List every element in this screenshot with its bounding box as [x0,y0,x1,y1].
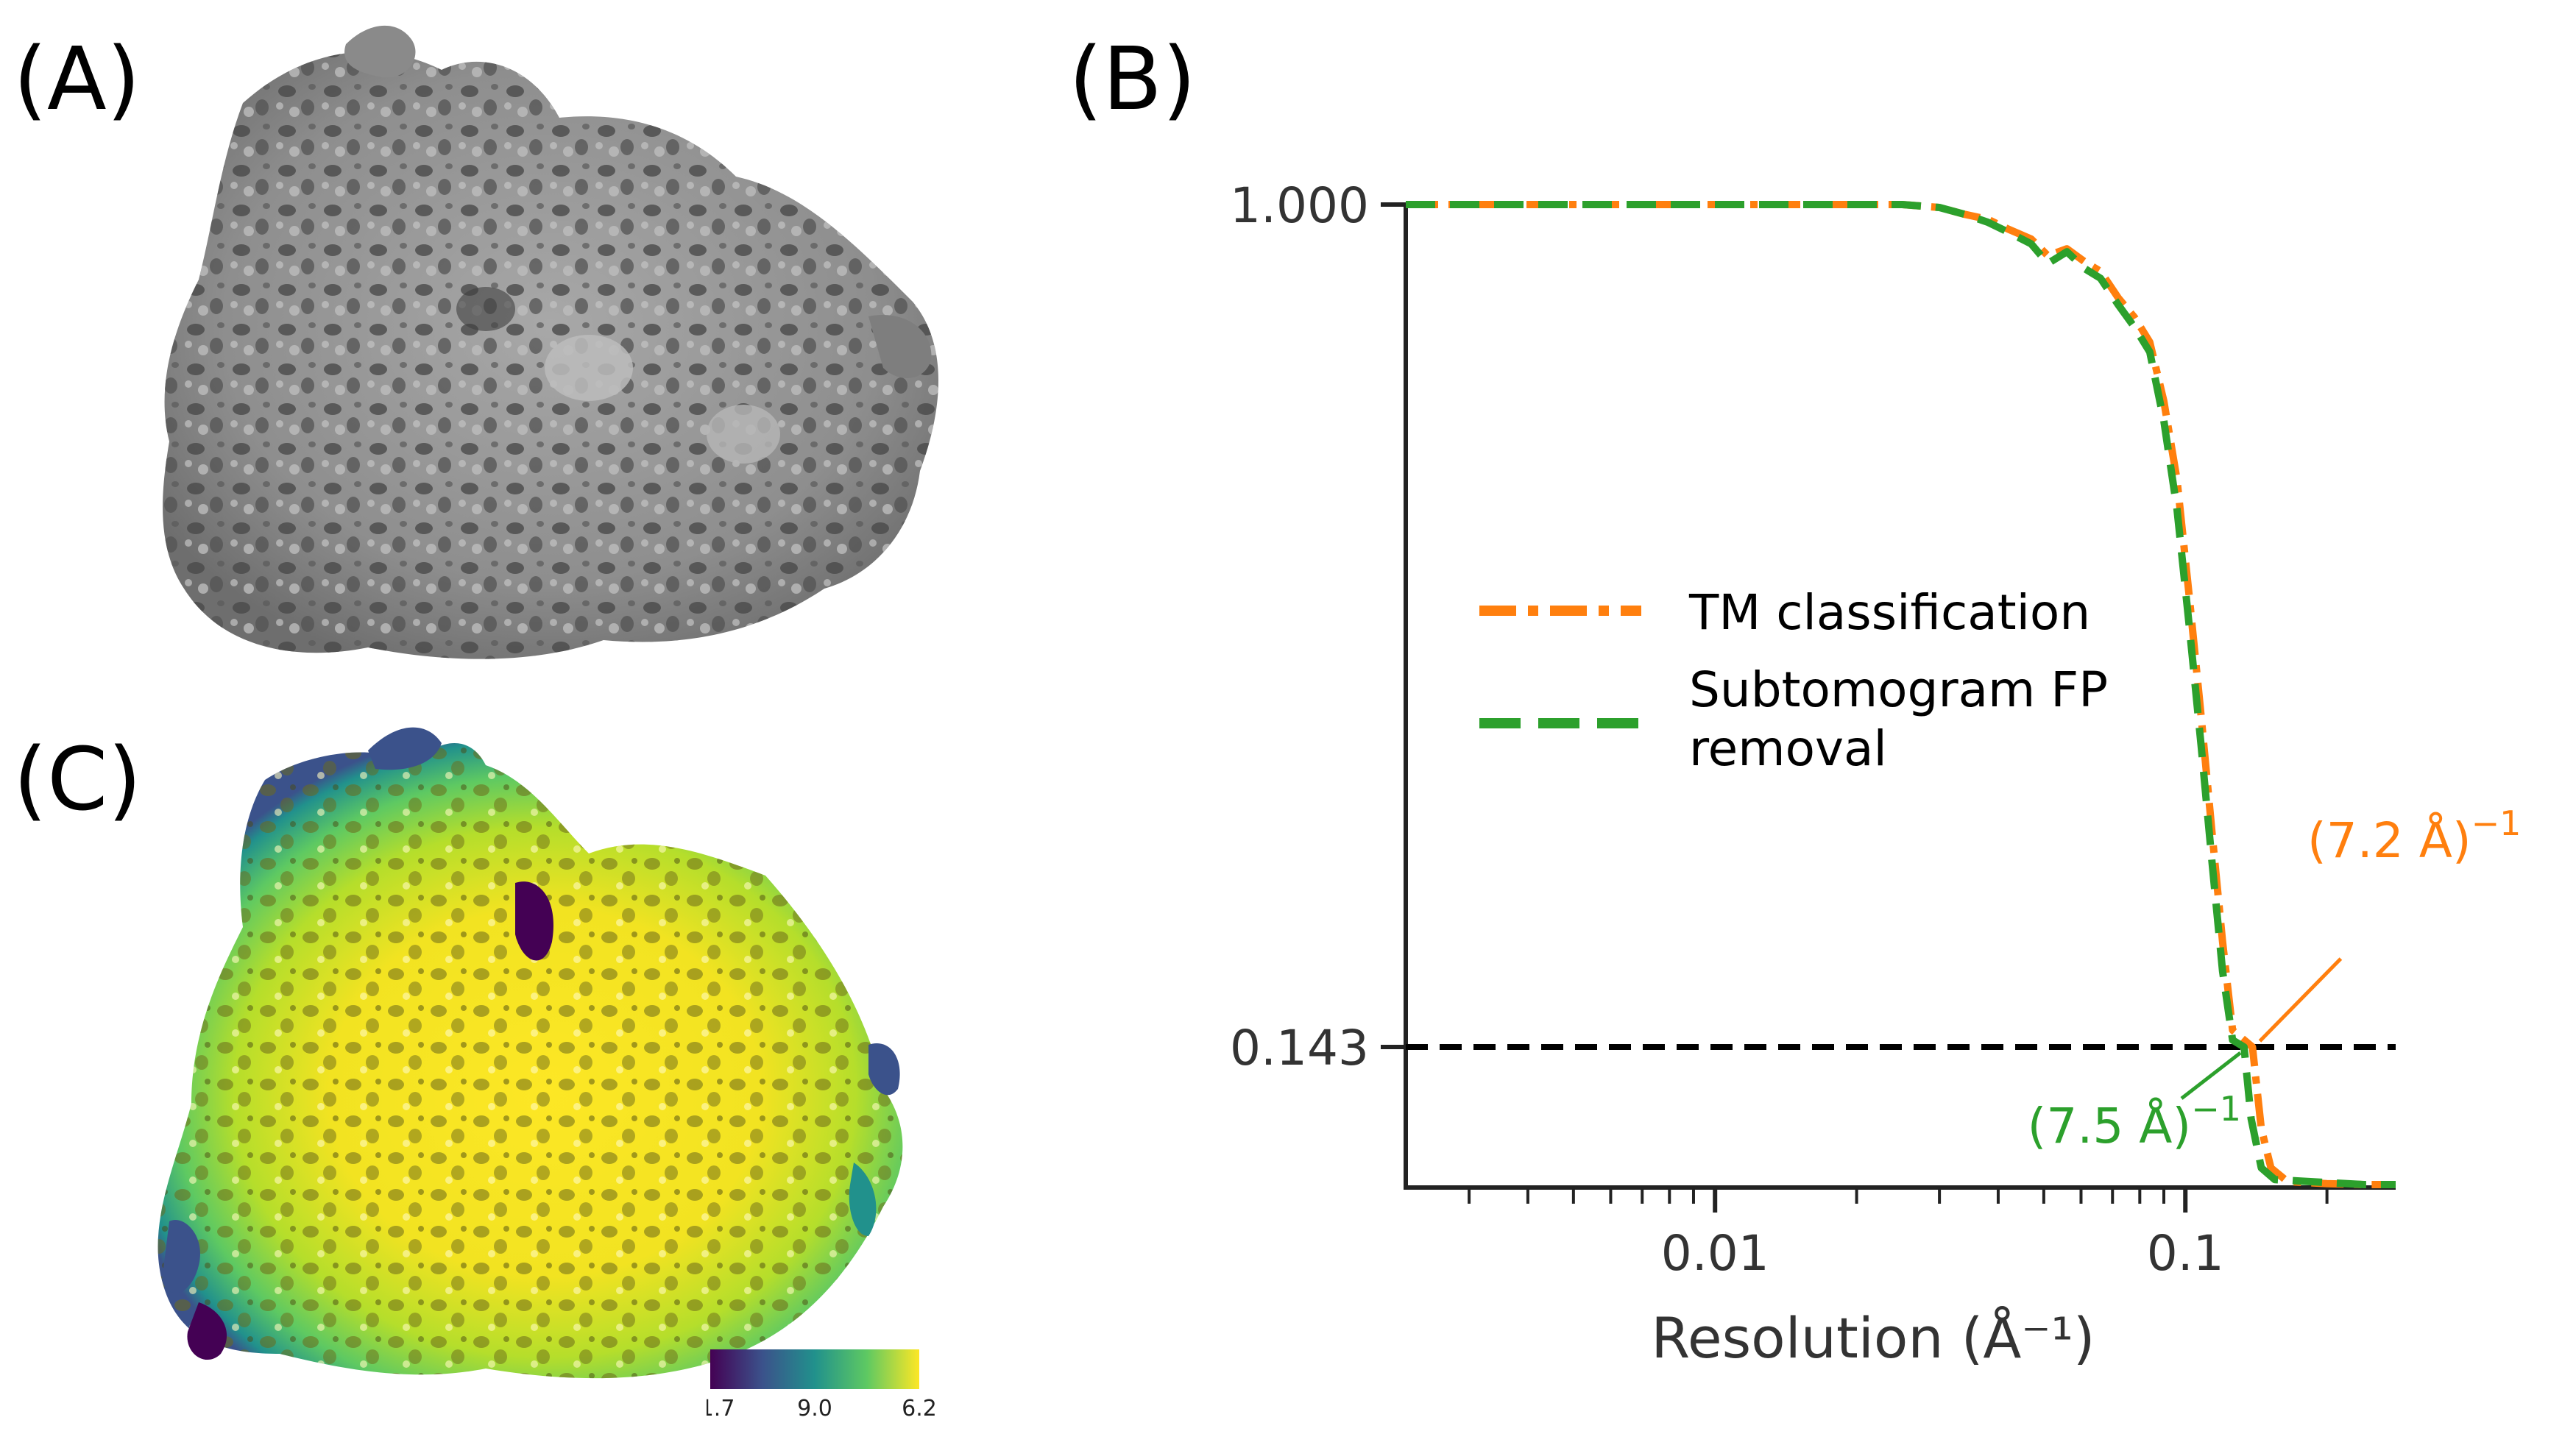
legend-label-fp: Subtomogram FP removal [1689,661,2123,777]
annotation-7-5: (7.5 Å)−1 [2028,1089,2241,1154]
legend: TM classification Subtomogram FP removal [1479,584,2123,777]
panel-label-a: (A) [13,28,141,129]
legend-label-tm: TM classification [1688,584,2090,641]
x-tick-label: 0.01 [1661,1225,1769,1282]
y-tick-label: 0.143 [1230,1020,1369,1076]
series-line-subtomogram-fp-removal [1406,201,2396,1188]
colorbar-tick-mid: 9.0 [797,1396,832,1421]
annotation-7-2: (7.2 Å)−1 [2307,803,2521,869]
annotation-leader-7-5 [2180,1051,2242,1100]
x-axis-title: Resolution (Å⁻¹) [1651,1305,2095,1371]
x-tick-label: 0.1 [2147,1225,2224,1282]
colorbar-gradient [710,1349,919,1389]
colorbar-tick-right: 6.2 [902,1396,937,1421]
fsc-chart: 0.01 0.1 1.000 0.143 (7.2 Å)−1 (7.5 Å)−1 Res… [1230,177,2521,1371]
annotation-leader-7-2 [2258,957,2343,1043]
density-map-gray [163,25,939,659]
local-resolution-map [158,727,903,1379]
panel-label-c: (C) [13,728,142,830]
series-line-tm-classification [1406,201,2396,1188]
panel-label-b: (B) [1069,28,1197,129]
y-tick-label: 1.000 [1230,177,1369,234]
colorbar-tick-left: 11.7 [707,1396,735,1421]
colorbar: 11.7 9.0 6.2 [707,1349,937,1421]
